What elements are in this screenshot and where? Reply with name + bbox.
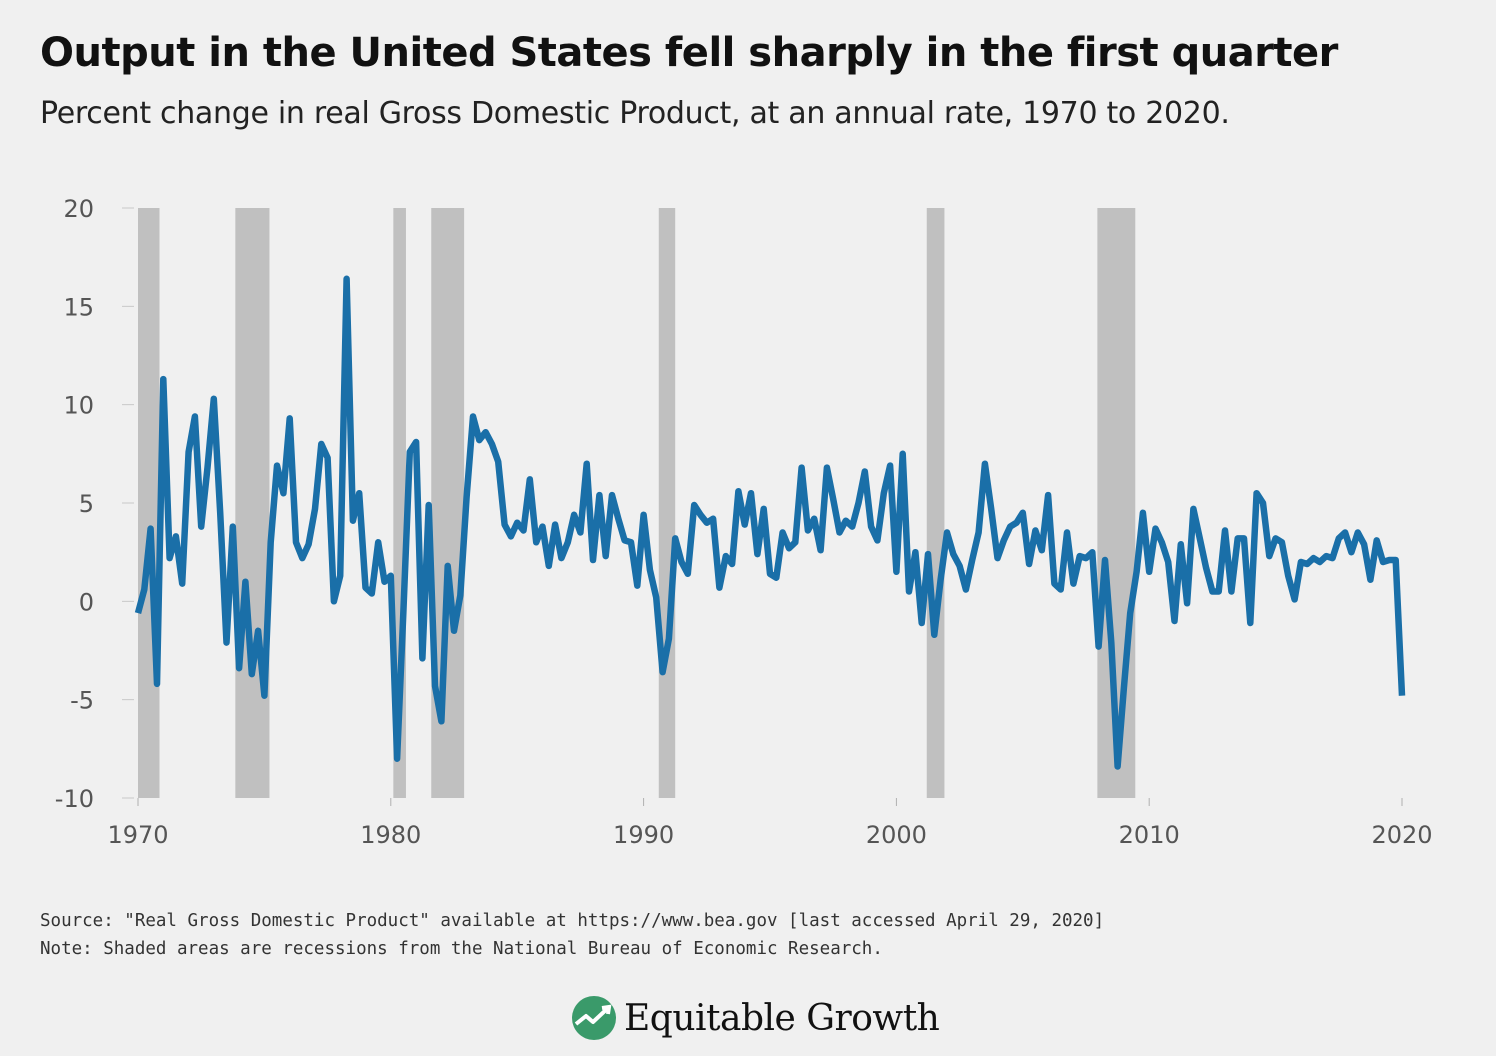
recession-band [138,208,160,798]
source-note: Source: "Real Gross Domestic Product" av… [40,911,1105,931]
x-tick-label: 1970 [107,821,168,849]
recession-band [658,208,676,798]
y-tick-label: 20 [63,195,94,223]
logo-mark-icon [572,996,616,1040]
recession-note: Note: Shaded areas are recessions from t… [40,939,883,959]
gdp-growth-line [134,275,1406,770]
x-tick-label: 1980 [360,821,421,849]
y-tick-label: 5 [79,490,94,518]
chart-subtitle: Percent change in real Gross Domestic Pr… [40,96,1230,131]
y-axis-ticks: -10 -5 0 5 10 15 20 [55,195,134,813]
equitable-growth-logo: Equitable Growth [570,990,940,1046]
y-tick-label: 15 [63,293,94,321]
y-tick-label: 0 [79,588,94,616]
y-tick-label: 10 [63,392,94,420]
gdp-series [134,275,1406,770]
y-tick-label: -10 [55,785,94,813]
recession-band [235,208,270,798]
logo-text: Equitable Growth [624,997,940,1039]
x-tick-label: 1990 [613,821,674,849]
x-axis-ticks: 1970 1980 1990 2000 2010 2020 [107,798,1433,849]
x-tick-label: 2000 [866,821,927,849]
x-tick-label: 2010 [1119,821,1180,849]
recession-band [926,208,945,798]
recession-bands [138,208,1136,798]
footnotes: Source: "Real Gross Domestic Product" av… [40,907,1104,963]
y-tick-label: -5 [70,687,94,715]
x-tick-label: 2020 [1371,821,1432,849]
chart-title: Output in the United States fell sharply… [40,30,1338,76]
